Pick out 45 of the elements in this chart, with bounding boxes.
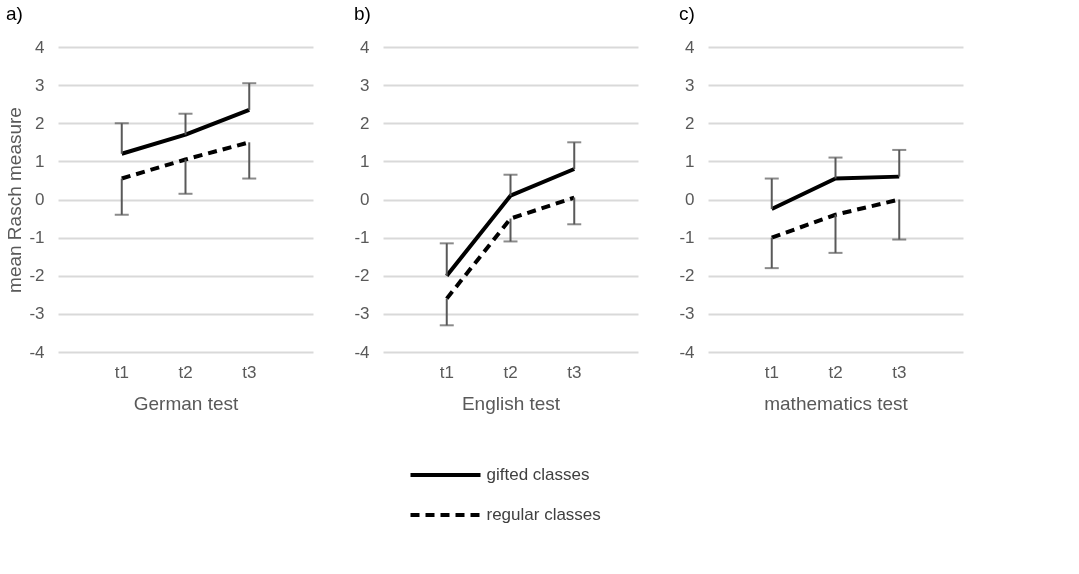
y-tick-label: 0 [685,190,695,209]
x-tick-label: t2 [503,362,518,382]
y-tick-label: -4 [29,342,45,362]
y-tick-label: -1 [29,228,45,248]
y-tick-label: 2 [685,113,695,133]
x-tick-label: t1 [439,362,454,382]
y-tick-label: 1 [360,151,370,171]
y-tick-label: 2 [360,113,370,133]
y-tick-label: -2 [354,266,370,286]
x-tick-label: t3 [892,362,907,382]
y-tick-label: 0 [35,190,45,209]
y-tick-label: -3 [679,304,695,324]
x-axis-title: mathematics test [764,392,909,414]
y-tick-label: 2 [35,113,45,133]
y-tick-label: -2 [29,266,45,286]
y-tick-label: 3 [360,75,370,95]
x-axis-title: English test [461,392,561,414]
x-tick-label: t3 [567,362,582,382]
chart-title: c) [678,3,695,24]
y-tick-label: -3 [29,304,45,324]
y-tick-label: 3 [35,75,45,95]
y-tick-label: -3 [354,304,370,324]
y-tick-label: -2 [679,266,695,286]
x-tick-label: t2 [178,362,193,382]
y-tick-label: 3 [685,75,695,95]
y-tick-label: 1 [685,151,695,171]
x-tick-label: t1 [114,362,129,382]
y-tick-label: -1 [679,228,695,248]
x-tick-label: t2 [828,362,843,382]
y-tick-label: 4 [360,37,370,57]
y-tick-label: 1 [35,151,45,171]
chart-title: a) [5,3,23,24]
y-tick-label: -4 [679,342,695,362]
y-tick-label: 4 [35,37,45,57]
legend-label: gifted classes [486,465,590,484]
x-tick-label: t3 [242,362,257,382]
y-tick-label: 4 [685,37,695,57]
y-tick-label: -4 [354,342,370,362]
y-axis-title: mean Rasch measure [4,107,26,293]
x-tick-label: t1 [764,362,779,382]
legend-label: regular classes [486,505,601,524]
y-tick-label: 0 [360,190,370,209]
x-axis-title: German test [133,392,239,414]
chart-title: b) [353,3,371,24]
y-tick-label: -1 [354,228,370,248]
